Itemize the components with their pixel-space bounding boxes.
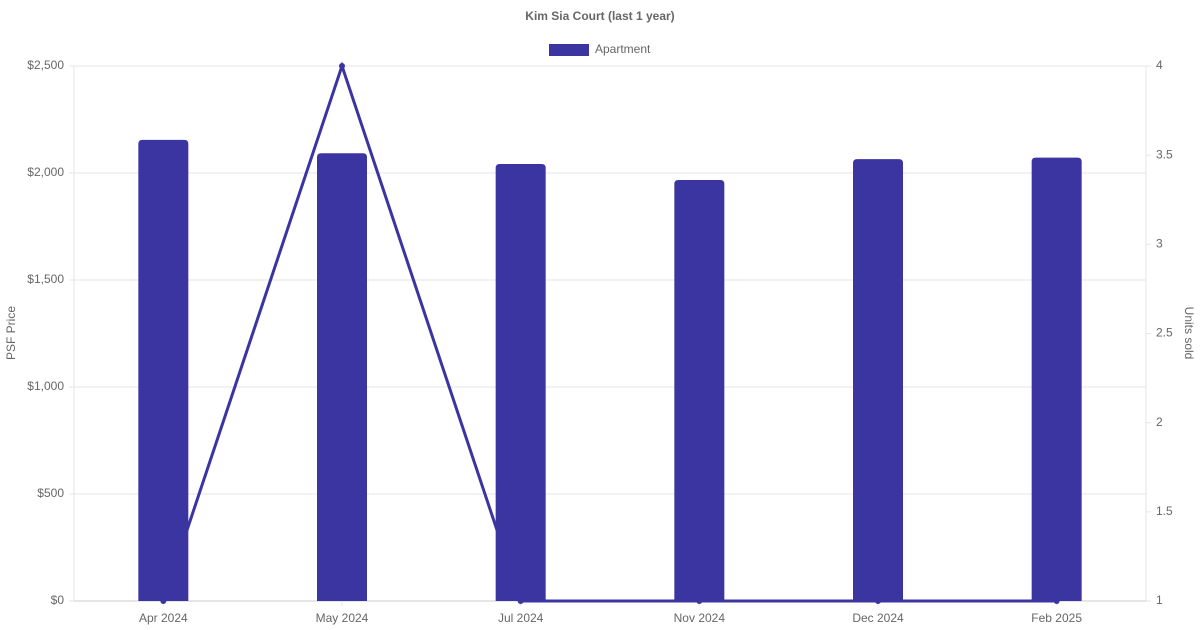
bar (674, 180, 725, 601)
x-tick-label: Apr 2024 (139, 611, 188, 625)
bar (138, 139, 189, 601)
line (161, 61, 1057, 603)
bar (1031, 157, 1082, 602)
y-tick-label: $1,000 (27, 379, 64, 393)
y2-tick-label: 3 (1156, 237, 1163, 251)
line-point (1053, 598, 1060, 604)
x-tick-label: Nov 2024 (674, 611, 726, 625)
x-tick-label: May 2024 (316, 611, 369, 625)
x-tick-label: Jul 2024 (498, 611, 544, 625)
line-point (517, 598, 524, 604)
y-tick-label: $2,500 (27, 58, 64, 72)
y-tick-label: $1,500 (27, 272, 64, 286)
x-tick-label: Dec 2024 (852, 611, 904, 625)
y2-axis-title: Units sold (1182, 307, 1196, 360)
bar (853, 159, 903, 601)
legend-swatch (549, 44, 589, 56)
y-tick-label: $500 (37, 486, 64, 500)
bar (317, 153, 367, 601)
x-tick-label: Feb 2025 (1031, 611, 1082, 625)
legend-label: Apartment (595, 42, 651, 56)
line-point (875, 598, 881, 604)
y-tick-label: $2,000 (27, 165, 64, 179)
y2-tick-label: 1.5 (1156, 504, 1173, 518)
y2-tick-label: 1 (1156, 593, 1163, 607)
line-point (160, 598, 167, 604)
y2-tick-label: 2 (1156, 415, 1163, 429)
bar (495, 164, 546, 601)
y2-tick-label: 4 (1156, 58, 1163, 72)
y-tick-label: $0 (51, 593, 65, 607)
line-point (339, 63, 345, 69)
y2-tick-label: 3.5 (1156, 147, 1173, 161)
chart-title: Kim Sia Court (last 1 year) (525, 9, 674, 23)
y-axis-title: PSF Price (4, 306, 18, 360)
line-point (696, 598, 703, 604)
y2-tick-label: 2.5 (1156, 326, 1173, 340)
